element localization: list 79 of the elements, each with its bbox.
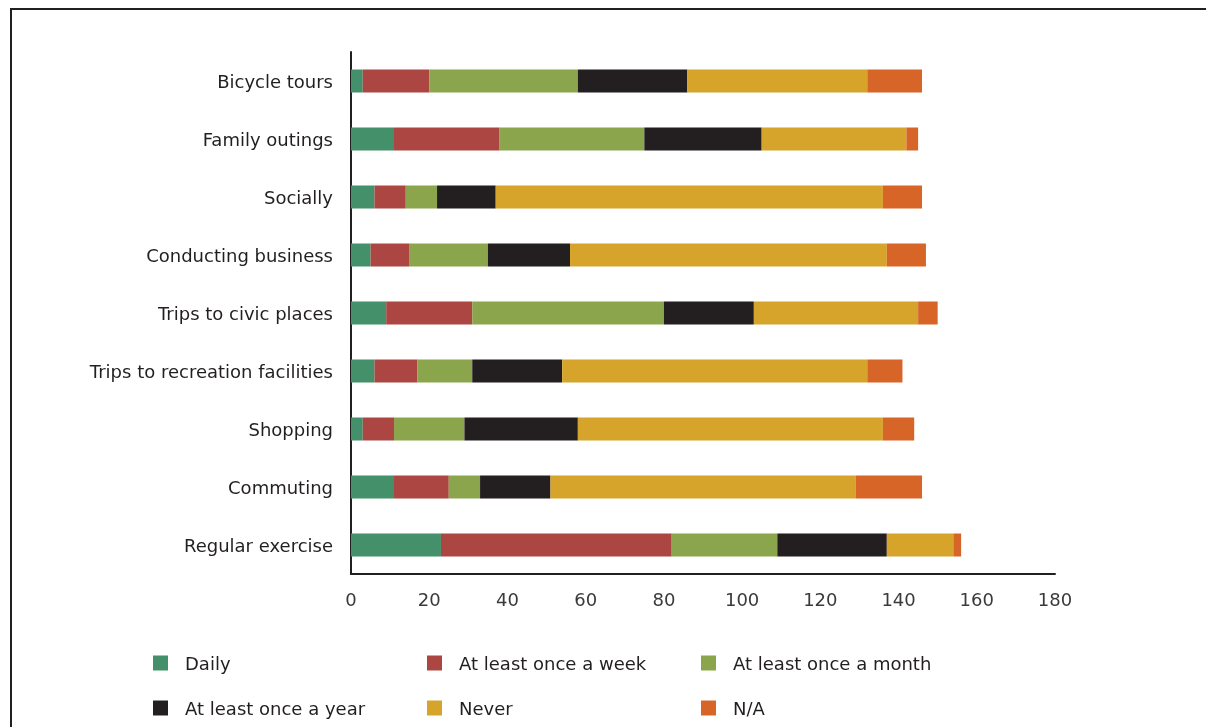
x-tick-label: 140: [881, 588, 916, 610]
bar: [867, 69, 923, 93]
bar: [882, 417, 915, 441]
bar: [562, 359, 868, 383]
legend-label: At least once a year: [185, 697, 366, 719]
y-tick-label: Socially: [263, 186, 334, 208]
bar: [351, 417, 363, 441]
bar: [417, 359, 473, 383]
y-tick-label: Regular exercise: [183, 534, 333, 556]
x-tick-label: 180: [1037, 588, 1073, 610]
bar: [867, 359, 903, 383]
x-tick-label: 60: [574, 588, 598, 610]
bar: [409, 243, 488, 267]
legend-label: Never: [459, 697, 514, 719]
bar: [405, 185, 438, 209]
bar: [429, 69, 578, 93]
x-tick-label: 40: [495, 588, 519, 610]
bar: [953, 533, 962, 557]
bar: [577, 69, 688, 93]
bar: [464, 417, 578, 441]
bar: [644, 127, 762, 151]
y-tick-label: Commuting: [228, 476, 333, 498]
bar: [386, 301, 473, 325]
bar: [777, 533, 887, 557]
bar: [374, 359, 418, 383]
x-tick-label: 20: [417, 588, 441, 610]
bar: [855, 475, 923, 499]
bar: [394, 475, 449, 499]
bar: [671, 533, 778, 557]
bar: [374, 185, 406, 209]
y-tick-label: Bicycle tours: [217, 70, 333, 92]
legend-label: N/A: [733, 697, 766, 719]
y-tick-label: Trips to civic places: [156, 302, 333, 324]
x-tick-label: 0: [345, 588, 357, 610]
x-tick-label: 160: [959, 588, 994, 610]
bar: [437, 185, 496, 209]
bar: [448, 475, 481, 499]
bar: [394, 127, 500, 151]
bar: [351, 127, 395, 151]
bar: [351, 533, 441, 557]
bar: [570, 243, 887, 267]
bar: [753, 301, 919, 325]
bar: [499, 127, 645, 151]
legend-label: At least once a week: [459, 652, 647, 674]
bar: [487, 243, 571, 267]
bar: [394, 417, 465, 441]
bar: [663, 301, 754, 325]
bar: [351, 185, 375, 209]
bar: [362, 69, 430, 93]
legend-label: At least once a month: [733, 652, 932, 674]
x-tick-label: 100: [724, 588, 760, 610]
bar: [886, 243, 926, 267]
bar: [362, 417, 395, 441]
legend-label: Daily: [185, 652, 231, 674]
bar: [906, 127, 919, 151]
bar: [351, 243, 371, 267]
x-tick-label: 120: [803, 588, 838, 610]
bar: [480, 475, 551, 499]
bar: [761, 127, 907, 151]
bar: [886, 533, 954, 557]
bar: [687, 69, 868, 93]
y-tick-label: Trips to recreation facilities: [88, 360, 333, 382]
bar: [495, 185, 883, 209]
bar: [351, 69, 363, 93]
bar: [918, 301, 938, 325]
bar: [550, 475, 856, 499]
bar: [351, 359, 375, 383]
y-tick-label: Conducting business: [146, 244, 333, 266]
bar: [472, 301, 664, 325]
bar: [882, 185, 923, 209]
bar: [351, 301, 387, 325]
x-tick-label: 80: [652, 588, 676, 610]
bar: [370, 243, 410, 267]
bar: [351, 475, 395, 499]
y-tick-label: Family outings: [202, 128, 333, 150]
bar: [472, 359, 563, 383]
bar: [440, 533, 672, 557]
bar: [577, 417, 883, 441]
y-tick-label: Shopping: [248, 418, 333, 440]
